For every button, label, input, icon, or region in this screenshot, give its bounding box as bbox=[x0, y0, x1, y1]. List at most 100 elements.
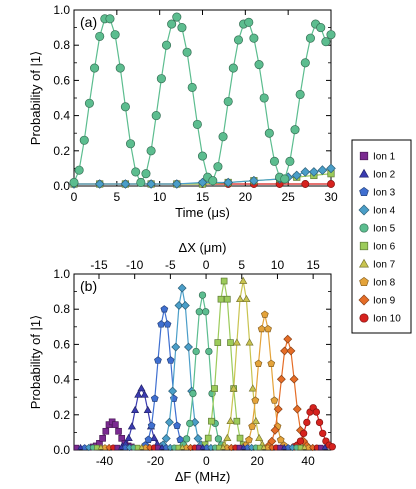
baseline-point bbox=[321, 443, 329, 450]
data-point bbox=[245, 338, 254, 346]
data-point bbox=[251, 396, 260, 404]
legend-marker bbox=[359, 276, 369, 287]
data-point bbox=[291, 170, 302, 181]
y-tick-label: 1.0 bbox=[53, 267, 70, 281]
data-point bbox=[218, 132, 228, 142]
data-point bbox=[105, 14, 115, 24]
x-tick-label: 20 bbox=[239, 190, 253, 204]
legend-marker bbox=[359, 151, 369, 161]
data-point bbox=[270, 396, 279, 404]
legend-entry-label: Ion 1 bbox=[373, 152, 396, 163]
data-point bbox=[305, 33, 315, 43]
x2-tick-label: 15 bbox=[306, 258, 320, 272]
data-point bbox=[296, 437, 305, 445]
data-point bbox=[131, 167, 141, 177]
data-point bbox=[204, 434, 212, 442]
data-point bbox=[95, 31, 105, 41]
x-tick-label: 15 bbox=[196, 190, 210, 204]
data-point bbox=[187, 82, 197, 92]
legend-marker bbox=[359, 168, 369, 178]
data-point bbox=[276, 435, 285, 444]
x-tick-label: 30 bbox=[324, 190, 338, 204]
x2-tick-label: 10 bbox=[271, 258, 285, 272]
x-tick-label: 25 bbox=[281, 190, 295, 204]
data-point bbox=[173, 421, 181, 429]
panel-a: 0.0 0.2 0.4 0.6 0.8 1.0 0 5 10 15 20 25 30 Time (μs) P… bbox=[28, 3, 338, 220]
x-tick-label: 0 bbox=[71, 190, 78, 204]
data-point bbox=[193, 434, 203, 443]
data-point bbox=[136, 177, 146, 188]
data-point bbox=[180, 301, 190, 310]
data-point bbox=[315, 418, 324, 427]
data-point bbox=[319, 429, 327, 438]
data-point bbox=[295, 89, 305, 100]
data-point bbox=[286, 346, 296, 356]
x2-tick-label: 0 bbox=[203, 258, 210, 272]
legend-marker bbox=[359, 241, 369, 251]
x-tick-label: 5 bbox=[113, 190, 120, 204]
data-point bbox=[110, 30, 120, 40]
data-point bbox=[161, 40, 172, 50]
data-point bbox=[259, 93, 269, 103]
legend-marker bbox=[358, 294, 370, 306]
y-tick-label: 0.4 bbox=[53, 373, 70, 387]
data-point bbox=[264, 324, 272, 333]
data-point bbox=[326, 30, 336, 40]
data-point bbox=[249, 33, 259, 43]
legend-marker bbox=[359, 223, 369, 233]
data-point bbox=[236, 434, 244, 442]
legend-marker bbox=[358, 258, 370, 268]
data-point bbox=[182, 435, 191, 443]
data-point bbox=[125, 139, 136, 149]
x2-axis-title: ΔX (μm) bbox=[179, 240, 227, 255]
data-point bbox=[90, 63, 100, 73]
legend-entry-label: Ion 8 bbox=[373, 278, 396, 289]
data-point bbox=[321, 37, 331, 47]
data-point bbox=[233, 417, 241, 425]
legend: Ion 1 Ion 2 Ion 3 Ion 4 Ion 5 Ion 6 Ion 7 Ion 8… bbox=[351, 139, 412, 334]
legend-entry-label: Ion 9 bbox=[373, 296, 396, 307]
data-point bbox=[94, 179, 105, 189]
data-point bbox=[260, 310, 269, 318]
x2-tick-label: -15 bbox=[90, 258, 108, 272]
legend-entry-label: Ion 3 bbox=[373, 188, 396, 199]
data-point bbox=[84, 98, 94, 108]
data-point bbox=[144, 435, 153, 443]
data-point bbox=[239, 276, 248, 284]
panel-b: 0.0 0.2 0.4 0.6 0.8 1.0 -40 -20 0 20 40 ΔF (MHz) Pro… bbox=[28, 240, 336, 484]
data-point bbox=[150, 433, 159, 441]
data-point bbox=[264, 128, 274, 138]
data-point bbox=[137, 384, 146, 392]
data-point bbox=[276, 374, 286, 384]
data-point bbox=[171, 342, 181, 352]
data-point bbox=[115, 427, 122, 435]
legend-marker bbox=[359, 186, 369, 197]
data-point bbox=[267, 359, 276, 367]
data-point bbox=[205, 347, 213, 356]
data-point bbox=[143, 405, 152, 414]
data-point bbox=[147, 421, 156, 429]
legend-entry-label: Ion 2 bbox=[373, 170, 396, 181]
data-point bbox=[79, 135, 89, 145]
x2-tick-label: -5 bbox=[165, 258, 176, 272]
data-point bbox=[156, 74, 166, 84]
data-point bbox=[172, 179, 182, 189]
data-point bbox=[115, 63, 125, 73]
legend-marker bbox=[358, 204, 370, 216]
data-point bbox=[195, 308, 203, 316]
data-point bbox=[236, 294, 245, 303]
data-point bbox=[150, 394, 159, 402]
data-point bbox=[245, 435, 253, 444]
y-tick-label: 0.0 bbox=[53, 179, 70, 193]
x-tick-label: -20 bbox=[147, 454, 165, 468]
data-point bbox=[160, 305, 169, 313]
data-point bbox=[328, 443, 336, 451]
data-point bbox=[308, 167, 319, 177]
data-point bbox=[214, 435, 223, 443]
data-point bbox=[99, 435, 106, 442]
y-tick-label: 0.6 bbox=[53, 337, 70, 351]
data-point bbox=[242, 294, 251, 303]
data-point bbox=[166, 356, 175, 364]
data-point bbox=[290, 125, 300, 135]
